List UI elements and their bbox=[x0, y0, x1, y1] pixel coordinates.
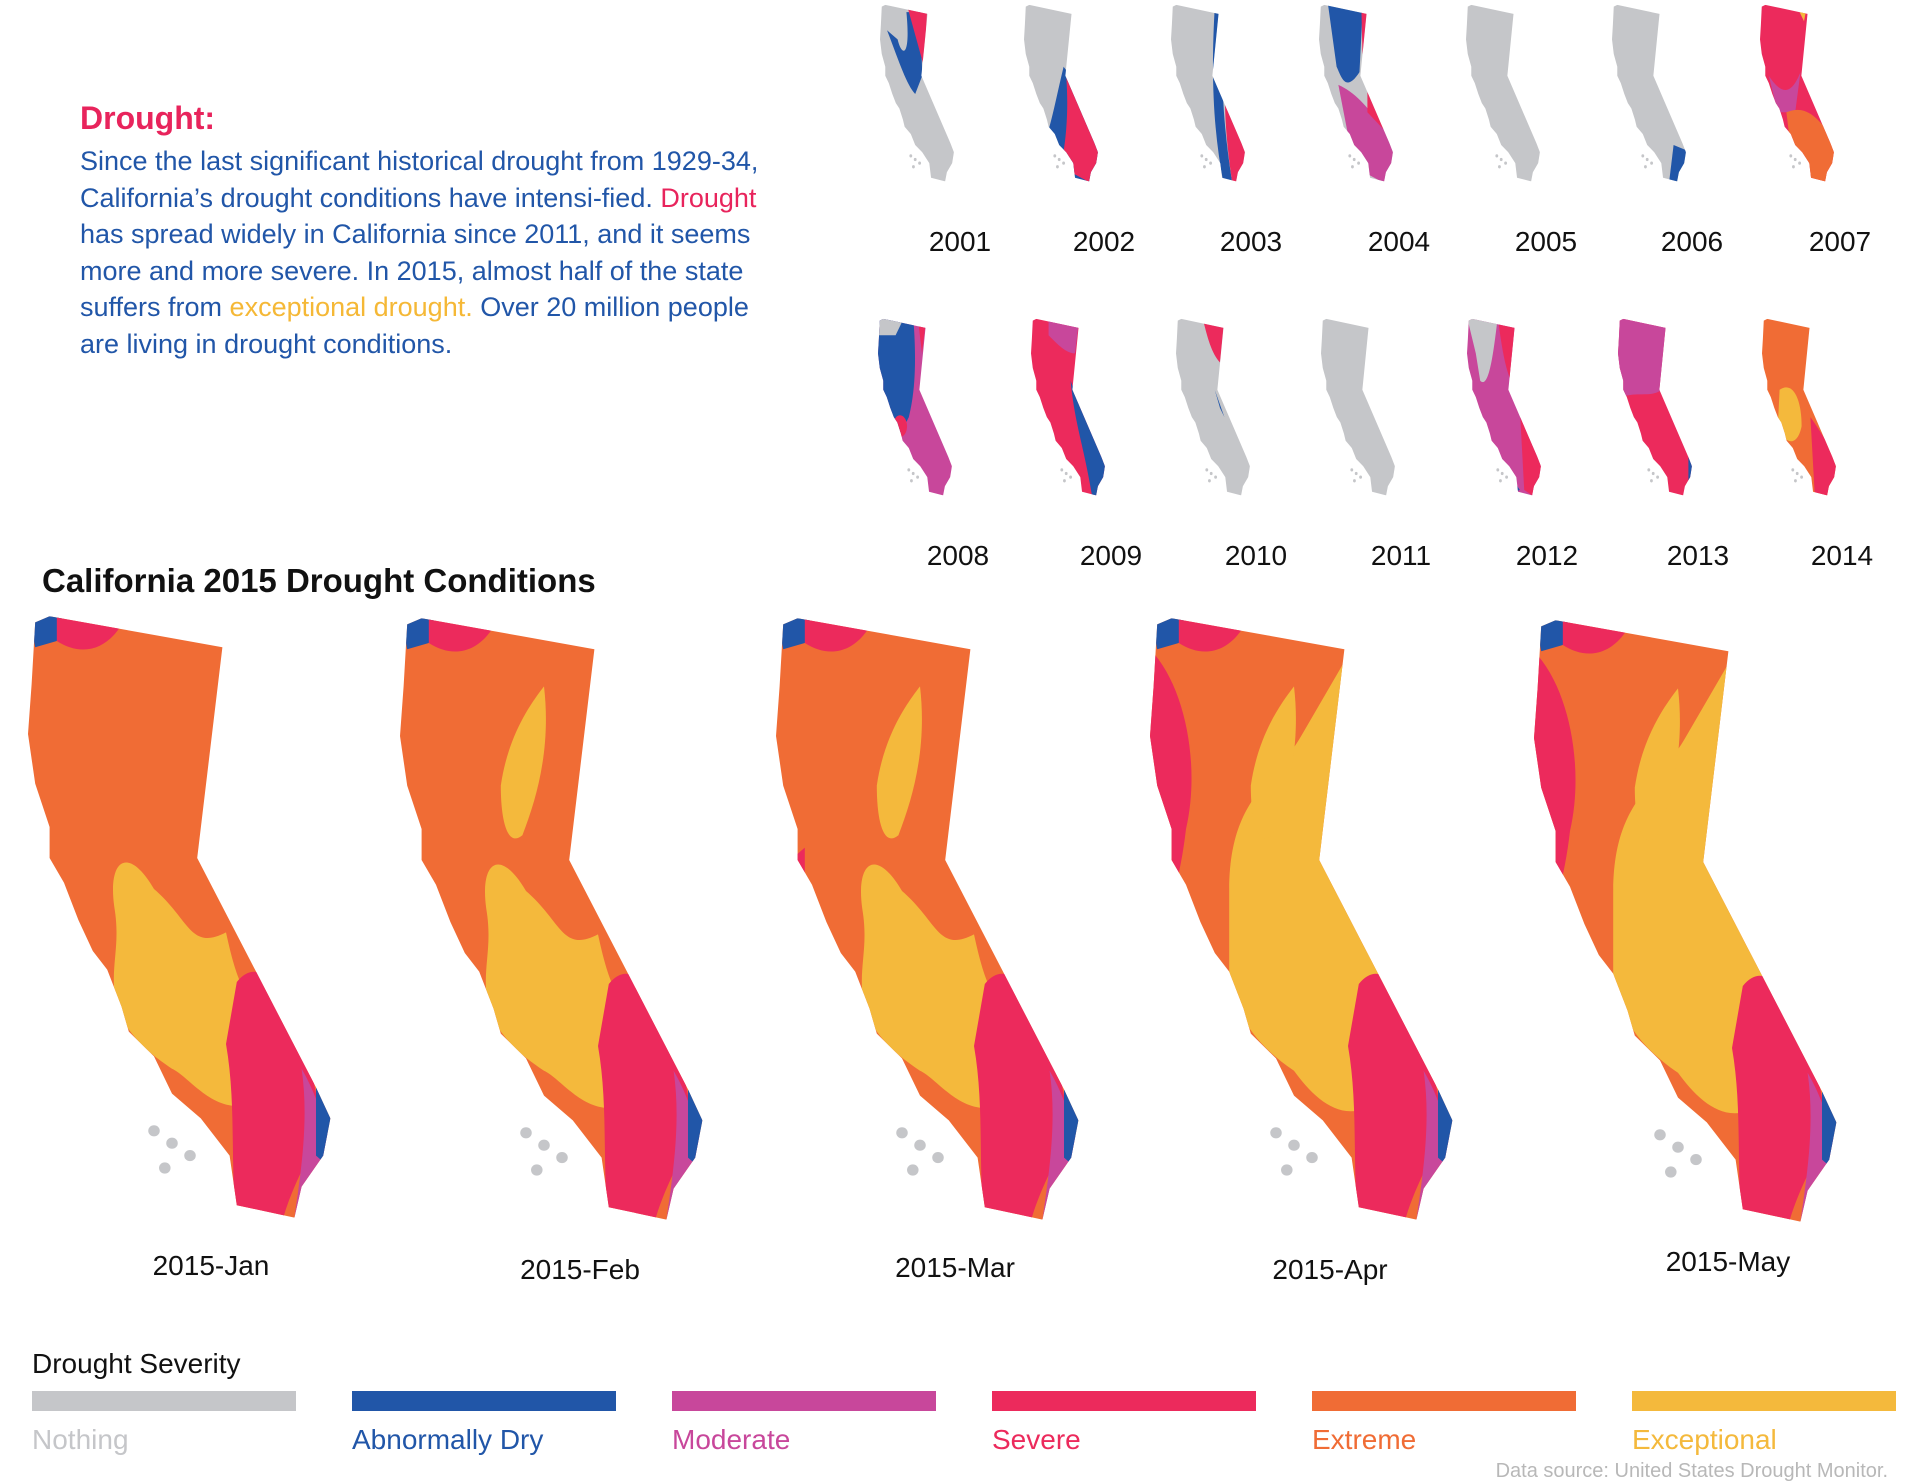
california-map-2015-Feb bbox=[400, 618, 703, 1220]
legend-label-extreme: Extreme bbox=[1312, 1424, 1417, 1455]
month-label: 2015-Mar bbox=[895, 1252, 1015, 1283]
month-label: 2015-May bbox=[1665, 1246, 1791, 1277]
legend-title: Drought Severity bbox=[32, 1348, 241, 1379]
california-map-2014 bbox=[1762, 318, 1836, 496]
california-map-2015-Jan bbox=[28, 616, 331, 1218]
year-label: 2012 bbox=[1515, 540, 1579, 571]
california-map-2015-May bbox=[1534, 620, 1837, 1222]
legend-swatch-moderate bbox=[672, 1391, 936, 1411]
year-label: 2005 bbox=[1514, 226, 1578, 257]
year-label: 2008 bbox=[926, 540, 990, 571]
data-source-note: Data source: United States Drought Monit… bbox=[1495, 1460, 1888, 1482]
legend-swatch-exceptional bbox=[1632, 1391, 1896, 1411]
intro-text-2: has spread widely in California since 20… bbox=[80, 219, 751, 322]
main-title: California 2015 Drought Conditions bbox=[42, 562, 596, 599]
year-label: 2002 bbox=[1072, 226, 1136, 257]
year-label: 2007 bbox=[1808, 226, 1872, 257]
california-map-2007 bbox=[1760, 4, 1834, 182]
california-map-2002 bbox=[1024, 4, 1098, 182]
intro-paragraph: Since the last significant historical dr… bbox=[80, 143, 780, 362]
california-map-2004 bbox=[1319, 4, 1393, 182]
california-map-2011 bbox=[1321, 318, 1395, 496]
legend-swatch-nothing bbox=[32, 1391, 296, 1411]
legend-label-exceptional: Exceptional bbox=[1632, 1424, 1777, 1455]
legend-label-abnormally-dry: Abnormally Dry bbox=[352, 1424, 544, 1455]
year-label: 2009 bbox=[1079, 540, 1143, 571]
year-label: 2003 bbox=[1219, 226, 1283, 257]
year-label: 2006 bbox=[1660, 226, 1724, 257]
month-label: 2015-Jan bbox=[152, 1250, 270, 1281]
year-label: 2013 bbox=[1666, 540, 1730, 571]
year-label: 2011 bbox=[1370, 540, 1432, 571]
california-map-2015-Mar bbox=[776, 618, 1079, 1220]
legend-swatch-severe bbox=[992, 1391, 1256, 1411]
month-label: 2015-Apr bbox=[1272, 1254, 1388, 1285]
legend-label-severe: Severe bbox=[992, 1424, 1081, 1455]
california-map-2013 bbox=[1618, 318, 1692, 496]
year-label: 2001 bbox=[928, 226, 992, 257]
legend-swatch-abnormally-dry bbox=[352, 1391, 616, 1411]
legend-swatch-extreme bbox=[1312, 1391, 1576, 1411]
intro-text-block: Drought: Since the last significant hist… bbox=[80, 100, 780, 362]
legend-label-moderate: Moderate bbox=[672, 1424, 791, 1455]
intro-text-3: Over 20 million people are living in dro… bbox=[80, 292, 749, 359]
california-map-2008 bbox=[878, 318, 952, 496]
california-map-2001 bbox=[880, 4, 954, 182]
california-map-2010 bbox=[1176, 318, 1250, 496]
intro-text-1: Since the last significant historical dr… bbox=[80, 146, 759, 213]
intro-highlight-drought: Drought bbox=[660, 182, 757, 213]
california-map-2003 bbox=[1171, 4, 1245, 182]
california-map-2012 bbox=[1467, 318, 1541, 496]
california-map-2006 bbox=[1612, 4, 1686, 182]
year-label: 2010 bbox=[1224, 540, 1288, 571]
year-label: 2014 bbox=[1810, 540, 1874, 571]
year-label: 2004 bbox=[1367, 226, 1431, 257]
month-label: 2015-Feb bbox=[520, 1254, 640, 1285]
intro-highlight-exceptional: exceptional drought. bbox=[229, 292, 473, 322]
california-map-2005 bbox=[1466, 4, 1540, 182]
california-map-2015-Apr bbox=[1150, 618, 1453, 1220]
legend-label-nothing: Nothing bbox=[32, 1424, 129, 1455]
intro-title: Drought: bbox=[80, 100, 216, 136]
california-map-2009 bbox=[1031, 318, 1105, 496]
